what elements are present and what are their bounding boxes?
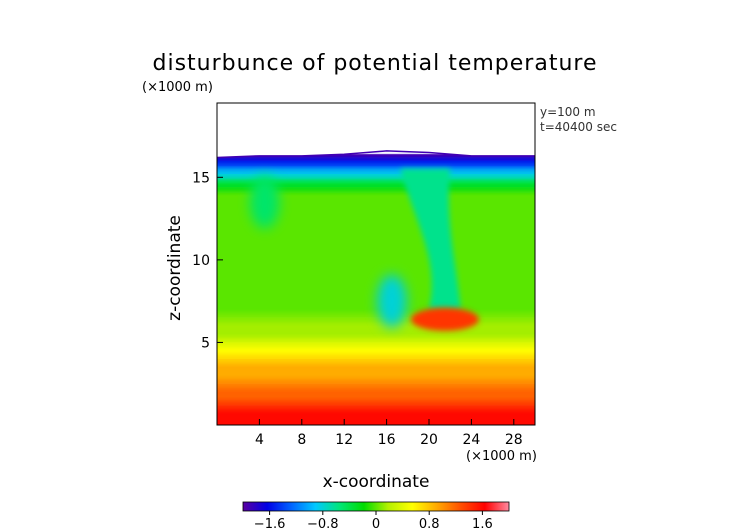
contour-band	[217, 383, 535, 406]
y-tick-label: 10	[192, 253, 210, 269]
cold-plume-feature	[400, 169, 461, 310]
contour-band	[217, 405, 535, 425]
top-surface-line	[217, 150, 535, 159]
contour-blend	[217, 401, 535, 410]
contour-blend	[217, 183, 535, 192]
contour-band	[217, 317, 535, 343]
info-annotation: y=100 m	[540, 105, 596, 119]
empty-upper-region	[217, 103, 535, 158]
plot-frame	[216, 102, 536, 426]
contour-band	[217, 342, 535, 359]
y-axis: 5 10 15	[192, 170, 223, 351]
plot-area	[216, 102, 536, 426]
x-tick-label: 12	[335, 432, 353, 448]
x-axis: 4 8 12 16 20 24 28	[255, 419, 523, 448]
x-axis-label: x-coordinate	[323, 472, 430, 492]
contour-blend	[217, 338, 535, 347]
y-tick-label: 15	[192, 170, 210, 186]
field-contours	[217, 103, 535, 425]
colorbar-ticks: −1.6 −0.8 0 0.8 1.6	[254, 511, 493, 532]
colorbar-tick-label: −1.6	[254, 517, 286, 532]
x-tick-label: 4	[255, 432, 264, 448]
contour-blend	[217, 156, 535, 165]
colorbar-tick-label: 1.6	[472, 517, 493, 532]
colorbar-tick-label: 0	[372, 517, 380, 532]
colorbar-gradient	[242, 501, 510, 512]
info-annotations: y=100 mt=40400 sec	[540, 105, 617, 134]
cold-eddy-feature	[249, 175, 280, 229]
y-axis-label: z-coordinate	[165, 215, 185, 321]
x-tick-label: 28	[505, 432, 523, 448]
colorbar-tick-label: 0.8	[419, 517, 440, 532]
x-tick-label: 16	[378, 432, 396, 448]
z-unit-label: (×1000 m)	[142, 80, 213, 95]
colorbar: −1.6 −0.8 0 0.8 1.6	[242, 501, 510, 532]
x-tick-label: 24	[462, 432, 480, 448]
info-annotation: t=40400 sec	[540, 120, 617, 134]
contour-blend	[217, 313, 535, 322]
contour-blend	[217, 379, 535, 388]
colorbar-tick-label: −0.8	[307, 517, 339, 532]
x-unit-label: (×1000 m)	[466, 449, 537, 464]
contour-blend	[217, 170, 535, 179]
x-tick-label: 8	[297, 432, 306, 448]
warm-anomaly-feature	[410, 307, 479, 331]
contour-blend	[217, 354, 535, 363]
contour-band	[217, 358, 535, 384]
chart-title: disturbunce of potential temperature	[153, 51, 598, 76]
y-tick-label: 5	[201, 335, 210, 351]
cold-tongue-feature	[377, 274, 407, 328]
x-tick-label: 20	[420, 432, 438, 448]
